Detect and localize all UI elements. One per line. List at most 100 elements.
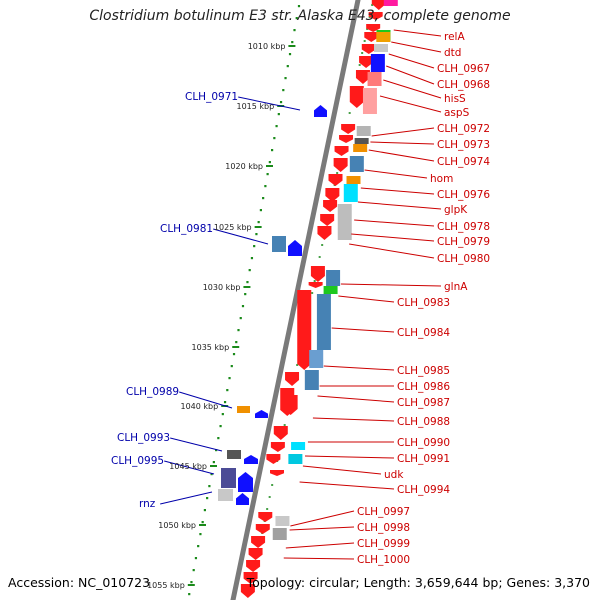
feature-box [323, 286, 338, 294]
gene-label: CLH_0973 [437, 139, 490, 151]
label-leader [299, 481, 395, 490]
feature-box [346, 176, 361, 184]
gene-label: CLH_0976 [437, 189, 490, 201]
gene-label: CLH_0984 [397, 327, 450, 339]
label-leader [170, 437, 223, 452]
feature-box [337, 204, 352, 240]
label-leader [386, 65, 435, 85]
scale-dot [226, 389, 229, 392]
gene-arrow [314, 105, 327, 117]
gene-label: CLH_0974 [437, 156, 490, 168]
scale-dot [235, 341, 238, 344]
gene-arrow [238, 472, 253, 492]
gene-arrow [283, 395, 298, 415]
scale-label: 1050 kbp [158, 521, 196, 530]
scale-dot [255, 233, 258, 236]
scale-dot [321, 244, 324, 246]
scale-dot [192, 569, 195, 572]
label-leader [340, 283, 442, 287]
gene-label: relA [444, 31, 465, 43]
gene-arrow [325, 188, 340, 202]
scale-label: 1045 kbp [169, 462, 207, 471]
gene-label: CLH_0968 [437, 79, 490, 91]
label-leader [393, 29, 442, 37]
gene-label: CLH_0983 [397, 297, 450, 309]
scale-dot [253, 245, 256, 248]
label-leader [354, 219, 435, 227]
label-leader [317, 395, 395, 403]
feature-box [304, 370, 319, 390]
gene-arrow [251, 536, 266, 548]
gene-arrow [236, 493, 249, 505]
gene-arrow [317, 226, 332, 240]
label-leader [160, 491, 213, 505]
scale-label: 1015 kbp [237, 102, 275, 111]
scale-label: 1055 kbp [147, 581, 185, 590]
label-leader [238, 96, 301, 111]
gene-arrow [244, 455, 258, 464]
gene-arrow [297, 290, 312, 370]
scale-label: 1010 kbp [248, 42, 286, 51]
feature-box [367, 72, 382, 86]
scale-dot [248, 269, 251, 272]
feature-box [316, 294, 331, 350]
scale-dot [244, 293, 247, 296]
genome-backbone [230, 0, 361, 600]
gene-label: CLH_0967 [437, 63, 490, 75]
scale-dot [336, 172, 339, 174]
scale-dot [206, 497, 209, 500]
scale-dot [363, 40, 366, 42]
scale-dot [361, 52, 364, 54]
scale-dot [241, 305, 245, 308]
label-leader [371, 127, 435, 137]
scale-dot [223, 401, 227, 404]
gene-label: CLH_0986 [397, 381, 450, 393]
gene-arrow [361, 44, 376, 54]
feature-box [291, 442, 306, 450]
gene-arrow [359, 56, 374, 68]
gene-arrow [368, 12, 383, 20]
scale-dot [250, 257, 254, 260]
scale-dot [291, 41, 294, 44]
scale-dot [230, 365, 233, 368]
feature-box [221, 468, 236, 488]
scale-dot [203, 509, 206, 512]
label-leader [391, 41, 442, 53]
scale-dot [282, 89, 285, 92]
gene-arrow [285, 372, 300, 386]
gene-arrow [310, 266, 325, 282]
gene-label: CLH_0999 [357, 538, 410, 550]
scale-dot [288, 53, 292, 56]
feature-box [272, 528, 287, 540]
feature-box [227, 450, 241, 459]
gene-arrow [334, 146, 349, 156]
scale-dot [262, 197, 265, 200]
scale-dot [286, 65, 289, 68]
label-leader [349, 243, 435, 259]
scale-dot [277, 113, 280, 116]
feature-box [353, 144, 368, 152]
gene-label: CLH_0993 [117, 432, 170, 444]
gene-arrow [255, 410, 268, 418]
genome-summary-text: Topology: circular; Length: 3,659,644 bp… [246, 575, 590, 590]
gene-arrow [308, 282, 323, 288]
label-leader [360, 187, 435, 195]
scale-dot [293, 29, 296, 32]
gene-arrow [333, 158, 348, 172]
scale-dot [268, 161, 271, 164]
scale-label: 1035 kbp [192, 343, 230, 352]
feature-box [356, 126, 371, 136]
gene-label: glnA [444, 281, 468, 293]
feature-box [343, 184, 358, 202]
scale-dot [266, 508, 269, 510]
label-leader [357, 201, 442, 210]
gene-arrow [266, 454, 281, 464]
label-leader [351, 233, 435, 242]
gene-arrow [240, 584, 255, 598]
scale-dot [190, 581, 193, 584]
label-leader [302, 465, 382, 475]
gene-arrow [270, 470, 284, 476]
label-leader [323, 365, 395, 371]
gene-label: CLH_0997 [357, 506, 410, 518]
